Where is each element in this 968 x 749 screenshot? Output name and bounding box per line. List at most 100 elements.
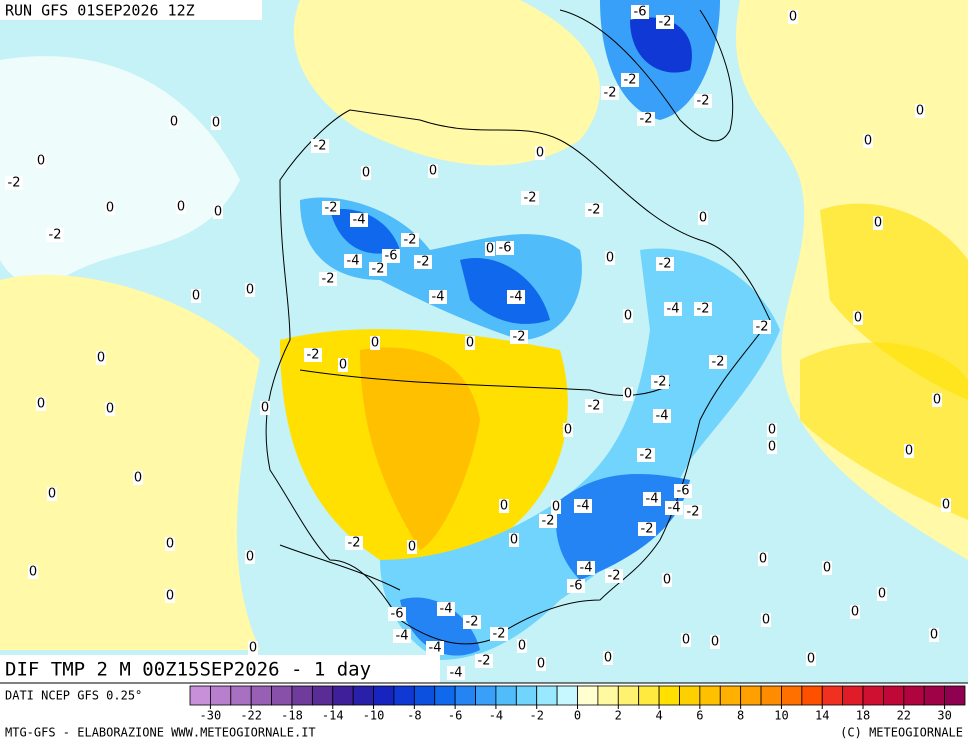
contour-label-box (105, 402, 115, 416)
contour-label-box (535, 146, 545, 160)
contour-label: 0 (97, 351, 105, 366)
contour-label: -6 (391, 607, 404, 622)
contour-label-box (475, 654, 493, 668)
header-box (0, 0, 262, 20)
colorbar-swatch (597, 685, 619, 706)
contour-label: -4 (656, 409, 669, 424)
colorbar-tick-label: 2 (615, 709, 622, 723)
contour-label-box (248, 641, 258, 655)
colorbar-tick-label: 8 (737, 709, 744, 723)
colorbar-swatch (495, 685, 517, 706)
contour-label: -2 (640, 112, 653, 127)
contour-label-box (551, 500, 561, 514)
colorbar-tick-label: 22 (897, 709, 911, 723)
contour-label-box (213, 205, 223, 219)
contour-label: -2 (659, 257, 672, 272)
colorbar-swatch (475, 685, 497, 706)
contour-label-box (806, 652, 816, 666)
contour-label: 0 (500, 499, 508, 514)
contour-label-box (788, 10, 798, 24)
contour-label-box (638, 522, 656, 536)
contour-label-box (165, 537, 175, 551)
contour-label-box (517, 639, 527, 653)
map-field (0, 0, 968, 683)
colorbar-swatch (658, 685, 680, 706)
contour-label: -4 (577, 499, 590, 514)
contour-label: 0 (518, 639, 526, 654)
colorbar-tick-label: -4 (489, 709, 503, 723)
colorbar-tick-label: -6 (448, 709, 462, 723)
contour-label: -2 (417, 255, 430, 270)
contour-label-box (510, 330, 528, 344)
contour-label: 0 (768, 440, 776, 455)
contour-label: 0 (663, 573, 671, 588)
contour-label-box (338, 358, 348, 372)
contour-label-box (877, 587, 887, 601)
colorbar-swatch (536, 685, 558, 706)
colorbar-swatch (515, 685, 538, 706)
colorbar-swatch (413, 685, 436, 706)
contour-label: 0 (933, 393, 941, 408)
contour-label-box (929, 628, 939, 642)
contour-label: 0 (134, 471, 142, 486)
contour-label-box (653, 409, 671, 423)
contour-label-box (863, 134, 873, 148)
contour-label: -2 (697, 302, 710, 317)
contour-label-box (428, 164, 438, 178)
contour-label-box (322, 201, 340, 215)
colorbar-swatch (862, 685, 884, 706)
contour-label: -2 (325, 201, 338, 216)
contour-label: -4 (440, 602, 453, 617)
contour-label-box (393, 629, 411, 643)
contour-label-box (941, 498, 951, 512)
contour-label: 0 (170, 115, 178, 130)
contour-label-box (319, 272, 337, 286)
contour-label-box (211, 116, 221, 130)
contour-label-box (758, 552, 768, 566)
contour-label-box (361, 166, 371, 180)
colorbar-swatch (679, 685, 701, 706)
contour-label-box (509, 533, 519, 547)
contour-label: 0 (854, 311, 862, 326)
contour-label: -6 (634, 5, 647, 20)
contour-label: -4 (347, 254, 360, 269)
colorbar-swatch (638, 685, 660, 706)
colorbar-swatch (291, 685, 313, 706)
colorbar-tick-label: 30 (937, 709, 951, 723)
contour-label: -4 (667, 302, 680, 317)
contour-label-box (345, 536, 363, 550)
contour-label-box (47, 487, 57, 501)
contour-label-box (169, 115, 179, 129)
contour-label: 0 (762, 613, 770, 628)
contour-label-box (601, 86, 619, 100)
colorbar-swatch (842, 685, 864, 706)
contour-label-box (429, 290, 447, 304)
colorbar-swatch (556, 685, 578, 706)
contour-label: 0 (789, 10, 797, 25)
contour-label-box (245, 283, 255, 297)
contour-label-box (176, 200, 186, 214)
colorbar-tick-label: -8 (407, 709, 421, 723)
contour-label-box (761, 613, 771, 627)
contour-label: 0 (711, 635, 719, 650)
contour-label: 0 (466, 336, 474, 351)
colorbar-swatch (434, 685, 456, 706)
contour-label-box (662, 573, 672, 587)
contour-label: -2 (624, 73, 637, 88)
contour-label-box (681, 633, 691, 647)
contour-label: -4 (429, 641, 442, 656)
contour-label: 0 (916, 104, 924, 119)
contour-label: -6 (570, 579, 583, 594)
contour-label-box (437, 602, 455, 616)
contour-label: 0 (261, 401, 269, 416)
contour-label: 0 (362, 166, 370, 181)
contour-label-box (447, 666, 465, 680)
contour-label-box (822, 561, 832, 575)
contour-label-box (245, 550, 255, 564)
contour-label: -2 (542, 514, 555, 529)
contour-label: -2 (404, 233, 417, 248)
colorbar-swatch (352, 685, 374, 706)
contour-label-box (656, 257, 674, 271)
